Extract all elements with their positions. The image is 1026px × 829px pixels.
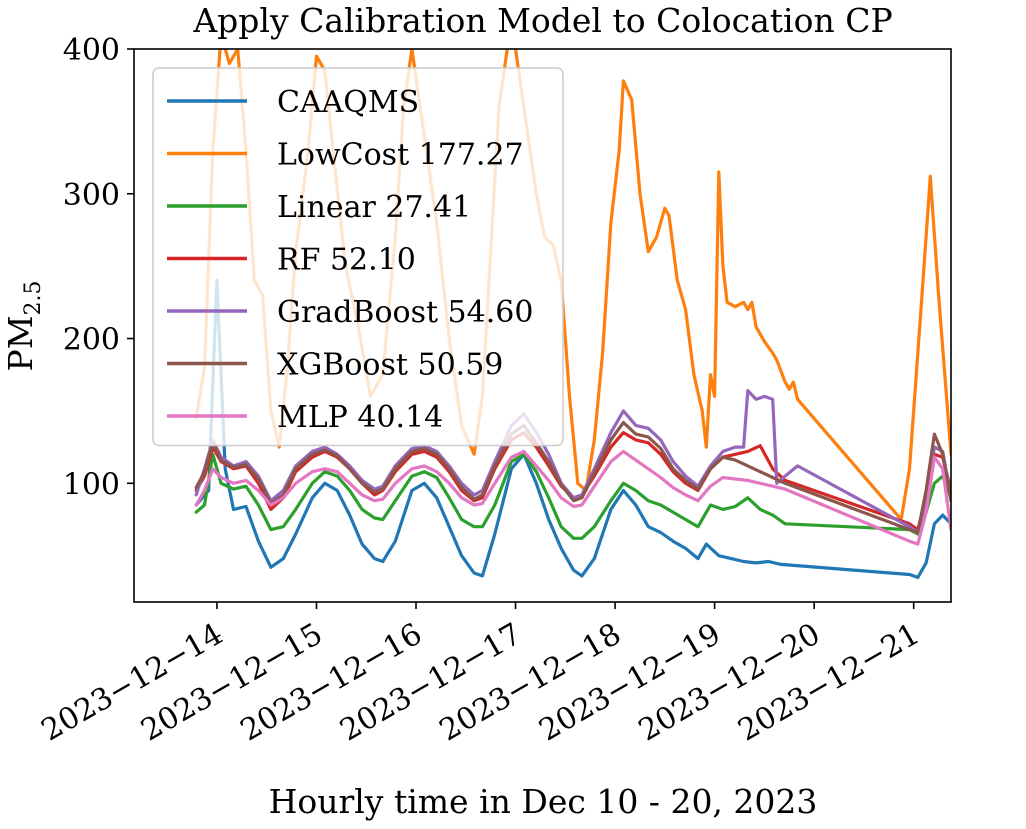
y-axis-label-main: PM <box>1 316 40 372</box>
legend-label: XGBoost 50.59 <box>277 348 503 383</box>
legend-label: GradBoost 54.60 <box>277 295 533 330</box>
legend-label: Linear 27.41 <box>277 190 471 225</box>
legend-label: CAAQMS <box>277 85 419 120</box>
y-axis: 100 200 300 400 <box>63 33 134 502</box>
series-line-linear <box>194 452 951 540</box>
y-tick-label: 400 <box>63 33 120 68</box>
y-axis-label-subscript: 2.5 <box>21 281 46 316</box>
legend: CAAQMS LowCost 177.27 Linear 27.41 RF 52.10… <box>152 67 564 447</box>
series-line-mlp <box>194 449 951 546</box>
legend-label: MLP 40.14 <box>277 400 443 435</box>
legend-label: RF 52.10 <box>277 243 416 278</box>
x-axis-label: Hourly time in Dec 10 - 20, 2023 <box>269 782 818 821</box>
legend-label: LowCost 177.27 <box>277 138 524 173</box>
legend-box <box>152 67 564 447</box>
plot-frame <box>133 48 952 603</box>
y-axis-label: PM2.5 <box>1 281 46 372</box>
y-tick-label: 300 <box>63 178 120 213</box>
chart-title: Apply Calibration Model to Colocation CP <box>192 1 892 40</box>
x-axis: 2023−12−142023−12−152023−12−162023−12−17… <box>36 602 926 748</box>
y-tick-label: 100 <box>63 467 120 502</box>
y-tick-label: 200 <box>63 323 120 358</box>
series-line-gradboost <box>194 389 951 535</box>
